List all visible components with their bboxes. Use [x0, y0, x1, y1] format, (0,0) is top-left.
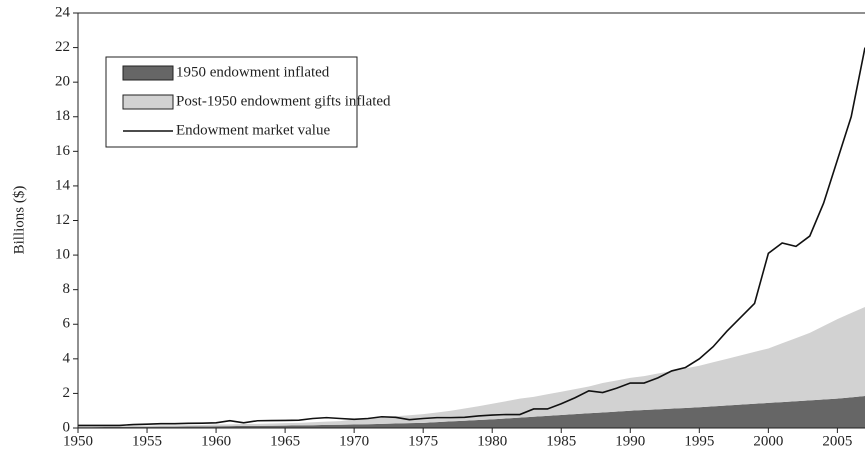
legend-label: Endowment market value [176, 122, 330, 138]
legend-label: 1950 endowment inflated [176, 64, 330, 80]
y-tick-label: 18 [55, 108, 70, 124]
y-tick-label: 10 [55, 247, 70, 263]
x-tick-label: 1980 [477, 433, 507, 449]
legend-swatch [122, 94, 174, 110]
x-tick-label: 1985 [546, 433, 576, 449]
y-tick-label: 2 [63, 385, 71, 401]
area [78, 396, 865, 428]
y-axis-label: Billions ($) [11, 186, 27, 255]
legend-label: Post-1950 endowment gifts inflated [176, 93, 391, 109]
x-tick-label: 1990 [615, 433, 645, 449]
x-tick-label: 1965 [270, 433, 300, 449]
y-tick-label: 16 [55, 143, 71, 159]
x-tick-label: 1960 [201, 433, 231, 449]
x-tick-label: 1970 [339, 433, 369, 449]
legend-swatch [122, 65, 174, 81]
area [78, 306, 865, 428]
y-tick-label: 20 [55, 74, 70, 90]
x-tick-label: 1955 [132, 433, 162, 449]
y-tick-label: 14 [55, 177, 71, 193]
x-tick-label: 2000 [753, 433, 783, 449]
y-tick-label: 12 [55, 212, 70, 228]
y-tick-label: 8 [63, 281, 71, 297]
y-tick-label: 4 [63, 350, 71, 366]
x-tick-label: 1975 [408, 433, 438, 449]
line [78, 47, 865, 427]
x-tick-label: 1950 [63, 433, 93, 449]
y-tick-label: 24 [55, 4, 71, 20]
y-tick-label: 6 [63, 316, 71, 332]
y-tick-label: 22 [55, 39, 70, 55]
x-tick-label: 2005 [822, 433, 852, 449]
y-tick-label: 0 [63, 419, 71, 435]
x-tick-label: 1995 [684, 433, 714, 449]
